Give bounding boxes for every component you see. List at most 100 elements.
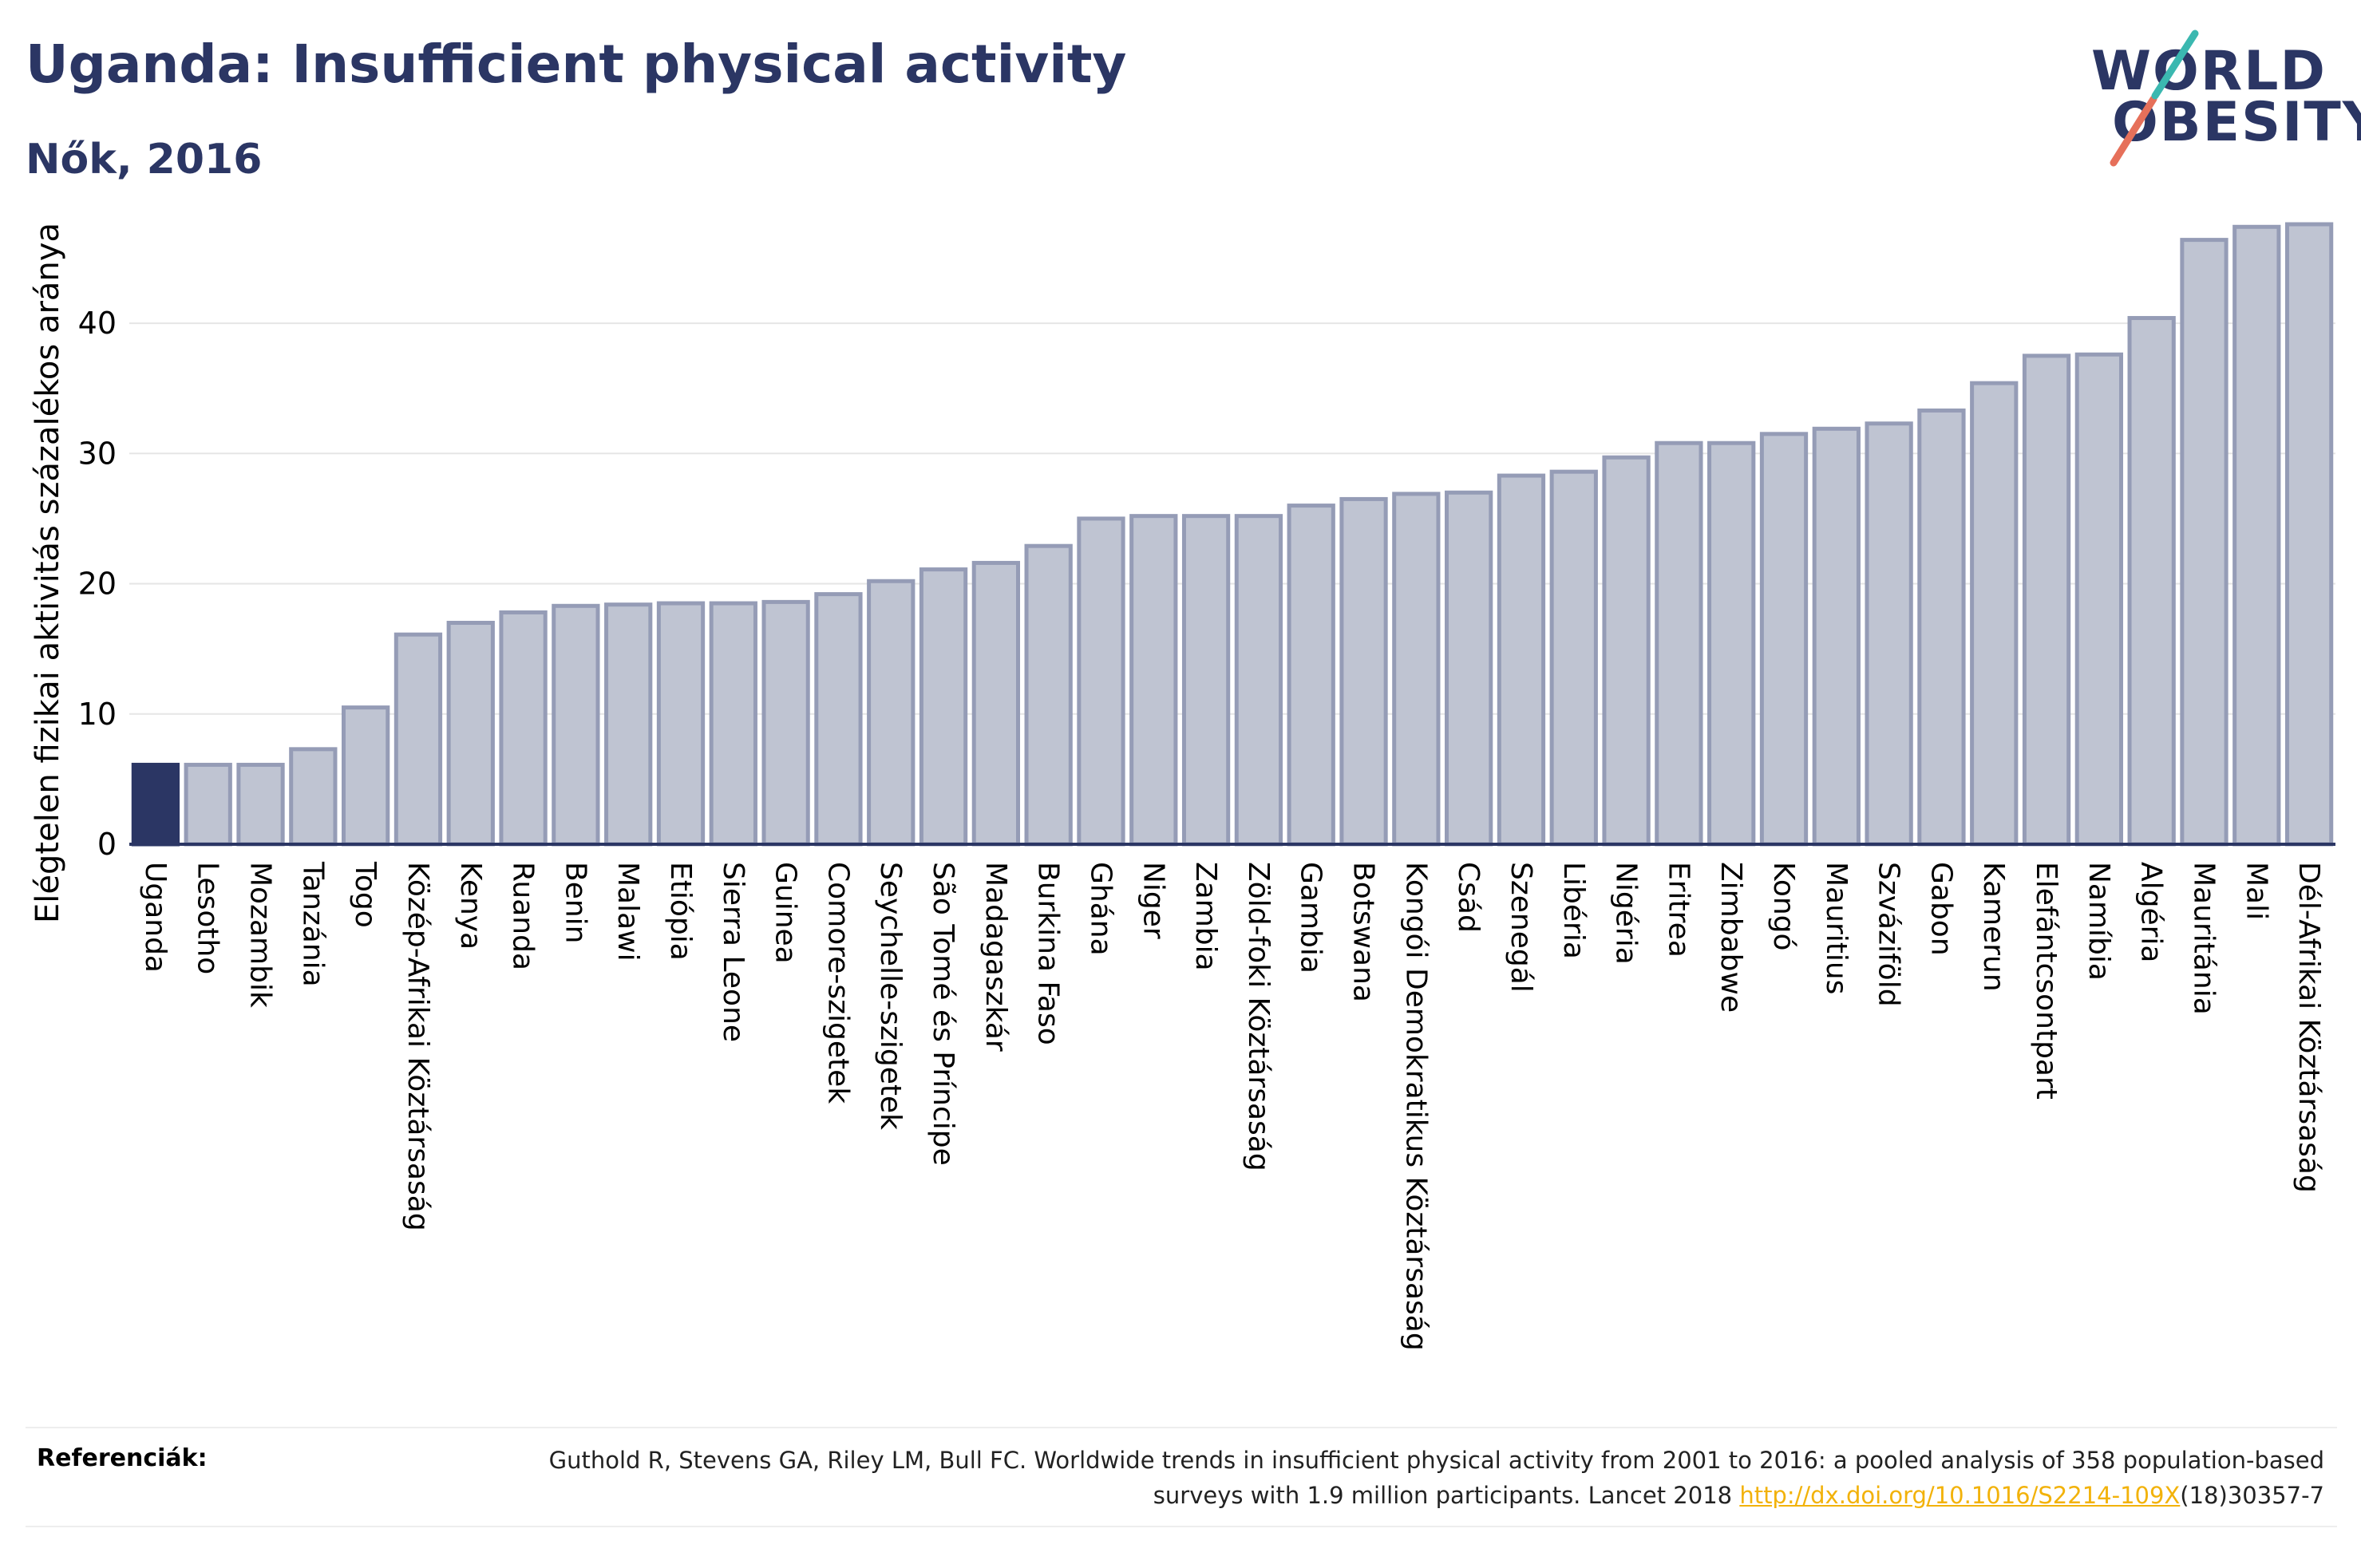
x-tick-label: São Tomé és Príncipe (927, 862, 959, 1166)
bar-kong-i-demokratikus-k-zt-rsas-g[interactable] (1392, 492, 1441, 847)
x-tick-label: Seychelle-szigetek (874, 862, 907, 1130)
reference-citation: Guthold R, Stevens GA, Riley LM, Bull FC… (548, 1447, 2324, 1509)
x-tick-label: Togo (349, 861, 382, 928)
bar-szeneg-l[interactable] (1497, 473, 1546, 847)
bar-sierra-leone[interactable] (709, 601, 757, 847)
x-tick-label: Közép-Afrikai Köztársaság (401, 862, 434, 1231)
x-tick-label: Elefántcsontpart (2030, 862, 2062, 1100)
bar-chart: 0 10 20 30 40 Uganda Lesotho Mozambik Tanzánia T… (78, 222, 2335, 1351)
references-text: Guthold R, Stevens GA, Riley LM, Bull FC… (488, 1443, 2324, 1513)
x-tick-label: Gabon (1924, 862, 1957, 956)
bar-gabon[interactable] (1917, 408, 1966, 847)
bar-elef-ntcsontpart[interactable] (2022, 353, 2071, 847)
bar-botswana[interactable] (1339, 496, 1388, 847)
y-tick-label: 10 (78, 697, 117, 732)
chart-subtitle: Nők, 2016 (26, 136, 263, 184)
bar-eritrea[interactable] (1655, 440, 1703, 847)
bar-benin[interactable] (552, 603, 600, 847)
bar-togo[interactable] (342, 705, 390, 847)
bar-madagaszk-r[interactable] (971, 560, 1020, 847)
logo-slash-icon (2110, 30, 2199, 167)
world-obesity-logo[interactable]: WORLD OBESITY (2075, 22, 2361, 167)
y-tick-label: 30 (78, 436, 117, 471)
y-tick-label: 20 (78, 567, 117, 602)
bar-cs-d[interactable] (1445, 490, 1493, 847)
x-tick-label: Zöld-foki Köztársaság (1242, 862, 1275, 1171)
bar-kong-[interactable] (1759, 432, 1809, 847)
bar-seychelle-szigetek[interactable] (867, 579, 916, 847)
chart-title: Uganda: Insufficient physical activity (26, 34, 1127, 95)
x-tick-label: Algéria (2135, 862, 2168, 963)
bar-tanz-nia[interactable] (289, 747, 338, 847)
x-tick-label: Zimbabwe (1714, 862, 1747, 1013)
x-tick-label: Kenya (454, 862, 487, 950)
bar-lib-ria[interactable] (1549, 469, 1598, 847)
x-tick-label: Csád (1452, 862, 1485, 933)
bars (131, 222, 2334, 847)
bar-kamerun[interactable] (1970, 381, 2019, 847)
references-top-divider (26, 1427, 2337, 1428)
bar-eti-pia[interactable] (656, 601, 706, 847)
x-tick-label: Kamerun (1977, 862, 2010, 992)
x-tick-label: Ruanda (507, 862, 540, 970)
bar-malawi[interactable] (604, 602, 653, 847)
x-tick-label: Burkina Faso (1032, 862, 1065, 1045)
bar-guinea[interactable] (761, 599, 810, 847)
bar-zambia[interactable] (1181, 514, 1231, 847)
bar-gh-na[interactable] (1077, 516, 1125, 847)
x-tick-label: Madagaszkár (979, 862, 1012, 1052)
x-tick-label: Benin (559, 862, 591, 943)
x-tick-label: Mauritánia (2187, 862, 2220, 1015)
bar-d-l-afrikai-k-zt-rsas-g[interactable] (2284, 222, 2334, 847)
x-tick-label: Guinea (769, 862, 802, 964)
bar-burkina-faso[interactable] (1024, 543, 1073, 847)
bar-ruanda[interactable] (499, 610, 548, 847)
bar-s-o-tom-s-pr-ncipe[interactable] (919, 567, 968, 847)
bar-lesotho[interactable] (184, 762, 232, 847)
bar-zimbabwe[interactable] (1707, 440, 1756, 847)
x-tick-label: Botswana (1347, 862, 1380, 1002)
x-tick-label: Szváziföld (1873, 862, 1905, 1007)
x-tick-label: Mozambik (244, 862, 277, 1008)
x-tick-label: Gambia (1295, 862, 1327, 974)
bar-nam-bia[interactable] (2074, 352, 2123, 847)
bar-comore-szigetek[interactable] (814, 592, 863, 847)
bar-maurit-nia[interactable] (2180, 238, 2229, 847)
bar-mali[interactable] (2232, 224, 2281, 847)
x-tick-label: Tanzánia (296, 861, 329, 987)
x-tick-label: Eritrea (1662, 862, 1695, 958)
y-tick-label: 0 (97, 827, 117, 862)
x-tick-label: Dél-Afrikai Köztársaság (2292, 862, 2325, 1193)
x-tick-label: Mali (2240, 862, 2272, 920)
x-tick-label: Libéria (1557, 862, 1590, 959)
x-tick-label: Niger (1137, 862, 1169, 939)
x-tick-label: Etiópia (664, 862, 697, 961)
bar-nig-ria[interactable] (1602, 455, 1651, 847)
x-tick-label: Szenegál (1505, 862, 1537, 993)
bar-szv-zif-ld[interactable] (1865, 421, 1913, 847)
x-tick-label: Ghána (1084, 862, 1117, 956)
x-axis-labels: Uganda Lesotho Mozambik Tanzánia Togo Közép-A… (139, 861, 2325, 1351)
x-tick-label: Nigéria (1610, 862, 1643, 965)
bar-alg-ria[interactable] (2127, 316, 2176, 847)
y-tick-label: 40 (78, 306, 117, 341)
x-tick-label: Sierra Leone (717, 862, 749, 1042)
bar-niger[interactable] (1129, 514, 1178, 847)
reference-doi-link[interactable]: http://dx.doi.org/10.1016/S2214-109X (1739, 1482, 2181, 1509)
x-tick-label: Uganda (139, 862, 172, 973)
x-tick-label: Zambia (1189, 862, 1222, 971)
bar-mauritius[interactable] (1812, 426, 1861, 847)
x-tick-label: Kongó (1767, 862, 1800, 951)
bar-mozambik[interactable] (236, 762, 285, 847)
reference-citation-end: (18)30357-7 (2180, 1482, 2324, 1509)
bar-gambia[interactable] (1287, 504, 1335, 847)
bar-k-z-p-afrikai-k-zt-rsas-g[interactable] (394, 632, 443, 847)
x-tick-label: Mauritius (1820, 862, 1853, 994)
bar-z-ld-foki-k-zt-rsas-g[interactable] (1234, 514, 1283, 847)
x-tick-label: Namíbia (2082, 862, 2115, 981)
bar-uganda[interactable] (131, 762, 180, 847)
x-tick-label: Comore-szigetek (821, 862, 854, 1104)
logo-word-world: WORLD (2091, 40, 2327, 103)
bar-kenya[interactable] (446, 621, 495, 847)
x-tick-label: Malawi (611, 862, 644, 962)
